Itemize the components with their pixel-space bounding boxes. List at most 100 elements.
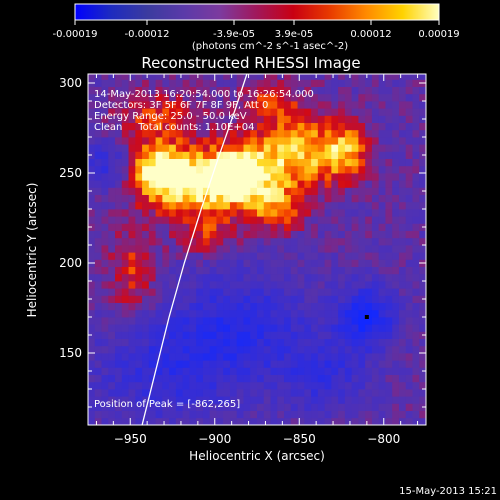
heatmap-cell bbox=[358, 360, 366, 368]
heatmap-cell bbox=[405, 252, 413, 260]
heatmap-cell bbox=[135, 129, 143, 138]
heatmap-cell bbox=[196, 180, 204, 188]
heatmap-cell bbox=[412, 86, 420, 95]
heatmap-cell bbox=[121, 86, 129, 95]
heatmap-cell bbox=[351, 374, 359, 383]
heatmap-cell bbox=[290, 129, 298, 138]
heatmap-cell bbox=[392, 345, 400, 354]
heatmap-cell bbox=[338, 338, 346, 347]
heatmap-cell bbox=[115, 266, 123, 275]
heatmap-cell bbox=[277, 259, 285, 267]
heatmap-cell bbox=[324, 144, 332, 152]
heatmap-cell bbox=[202, 309, 211, 318]
heatmap-cell bbox=[392, 302, 400, 311]
heatmap-cell bbox=[189, 93, 197, 102]
heatmap-cell bbox=[229, 302, 238, 311]
heatmap-cell bbox=[371, 158, 380, 167]
heatmap-cell bbox=[263, 317, 271, 325]
heatmap-cell bbox=[297, 360, 305, 368]
heatmap-cell bbox=[297, 129, 305, 138]
heatmap-cell bbox=[135, 108, 143, 116]
heatmap-cell bbox=[121, 158, 129, 167]
heatmap-cell bbox=[155, 288, 163, 296]
heatmap-cell bbox=[155, 180, 163, 188]
heatmap-cell bbox=[250, 302, 258, 311]
heatmap-cell bbox=[263, 345, 271, 354]
heatmap-cell bbox=[385, 266, 393, 275]
heatmap-cell bbox=[202, 122, 211, 131]
heatmap-cell bbox=[331, 302, 339, 311]
heatmap-cell bbox=[419, 129, 426, 138]
heatmap-cell bbox=[331, 252, 339, 260]
heatmap-cell bbox=[196, 331, 204, 339]
heatmap-cell bbox=[317, 266, 325, 275]
heatmap-cell bbox=[277, 389, 285, 397]
heatmap-cell bbox=[419, 201, 426, 210]
heatmap-cell bbox=[250, 353, 258, 361]
heatmap-cell bbox=[155, 417, 163, 425]
heatmap-cell bbox=[142, 353, 150, 361]
heatmap-cell bbox=[385, 187, 393, 195]
heatmap-cell bbox=[175, 187, 184, 195]
heatmap-cell bbox=[263, 158, 271, 167]
heatmap-cell bbox=[277, 151, 285, 159]
heatmap-cell bbox=[263, 129, 271, 138]
heatmap-cell bbox=[209, 295, 217, 303]
heatmap-cell bbox=[392, 288, 400, 296]
heatmap-cell bbox=[358, 353, 366, 361]
heatmap-cell bbox=[169, 79, 177, 87]
heatmap-cell bbox=[155, 209, 163, 217]
heatmap-cell bbox=[297, 180, 305, 188]
heatmap-cell bbox=[412, 194, 420, 203]
heatmap-cell bbox=[115, 403, 123, 411]
heatmap-cell bbox=[108, 173, 116, 181]
heatmap-cell bbox=[317, 115, 325, 123]
heatmap-cell bbox=[324, 216, 332, 224]
heatmap-cell bbox=[216, 173, 224, 181]
heatmap-cell bbox=[358, 266, 366, 275]
heatmap-cell bbox=[189, 396, 197, 404]
heatmap-cell bbox=[88, 173, 96, 181]
heatmap-cell bbox=[351, 201, 359, 210]
heatmap-cell bbox=[358, 338, 366, 347]
heatmap-cell bbox=[311, 74, 319, 80]
heatmap-cell bbox=[338, 101, 346, 109]
heatmap-cell bbox=[398, 165, 407, 174]
heatmap-cell bbox=[115, 108, 123, 116]
heatmap-cell bbox=[115, 317, 123, 325]
heatmap-cell bbox=[115, 302, 123, 311]
heatmap-cell bbox=[128, 338, 136, 347]
heatmap-cell bbox=[371, 381, 380, 390]
heatmap-cell bbox=[317, 410, 325, 419]
colorbar-unit-label: (photons cm^-2 s^-1 asec^-2) bbox=[192, 41, 348, 52]
heatmap-cell bbox=[338, 137, 346, 145]
heatmap-cell bbox=[304, 216, 312, 224]
heatmap-cell bbox=[419, 230, 426, 239]
heatmap-cell bbox=[121, 381, 129, 390]
heatmap-cell bbox=[371, 295, 380, 303]
heatmap-cell bbox=[317, 252, 325, 260]
heatmap-cell bbox=[371, 266, 380, 275]
heatmap-cell bbox=[108, 403, 116, 411]
heatmap-cell bbox=[196, 353, 204, 361]
heatmap-cell bbox=[365, 273, 373, 282]
heatmap-cell bbox=[155, 216, 163, 224]
heatmap-cell bbox=[155, 108, 163, 116]
heatmap-cell bbox=[88, 165, 96, 174]
heatmap-cell bbox=[270, 288, 278, 296]
heatmap-cell bbox=[236, 216, 244, 224]
heatmap-cell bbox=[101, 381, 109, 390]
heatmap-cell bbox=[148, 194, 156, 203]
heatmap-cell bbox=[202, 101, 211, 109]
heatmap-cell bbox=[175, 403, 184, 411]
heatmap-cell bbox=[162, 209, 170, 217]
heatmap-cell bbox=[405, 410, 413, 419]
heatmap-cell bbox=[250, 201, 258, 210]
heatmap-cell bbox=[108, 137, 116, 145]
heatmap-cell bbox=[351, 345, 359, 354]
heatmap-cell bbox=[338, 410, 346, 419]
heatmap-cell bbox=[101, 324, 109, 332]
heatmap-cell bbox=[236, 252, 244, 260]
heatmap-cell bbox=[270, 381, 278, 390]
